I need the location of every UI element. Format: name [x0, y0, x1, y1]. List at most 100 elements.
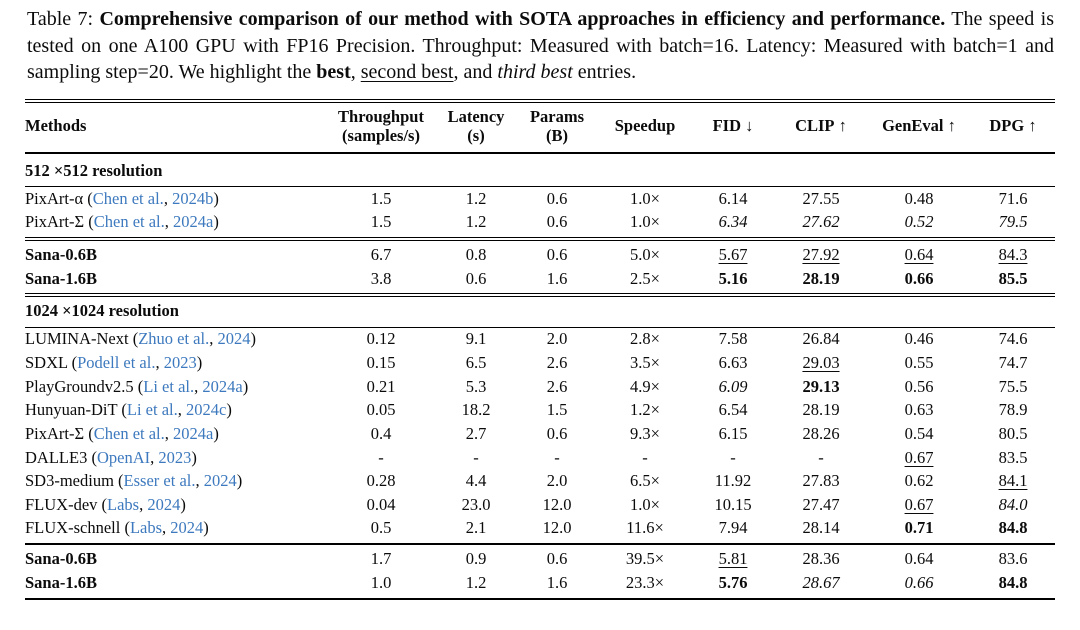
citation-year-link[interactable]: 2024: [217, 329, 251, 349]
cell-latency: 9.1: [465, 329, 487, 349]
cell-throughput: 1.5: [370, 212, 392, 232]
cell-clip: 26.84: [802, 329, 840, 349]
citation-link[interactable]: Li et al.: [126, 400, 178, 420]
cell-latency: 1.2: [465, 212, 487, 232]
method-name: PixArt-Σ (Chen et al., 2024a): [25, 212, 219, 232]
col-header-params: Params (B): [515, 98, 599, 154]
cell-fid: 11.92: [714, 471, 752, 491]
citation-link[interactable]: Chen et al.: [92, 188, 164, 208]
cell-throughput: 0.15: [366, 353, 396, 373]
cell-dpg: 75.5: [998, 376, 1028, 396]
cell-throughput: 1.0: [325, 571, 437, 601]
cell-throughput: 3.8: [370, 268, 392, 288]
cell-dpg: 84.8: [971, 571, 1055, 601]
cell-fid: 6.15: [718, 423, 748, 443]
cell-clip: 28.67: [775, 571, 867, 601]
citation-link[interactable]: Zhuo et al.: [138, 329, 210, 349]
cell-params: 0.6: [546, 188, 568, 208]
cell-clip: 27.83: [802, 471, 840, 491]
cell-geneval: 0.66: [867, 571, 971, 601]
citation-year-link[interactable]: 2024a: [202, 376, 243, 396]
citation-link[interactable]: Li et al.: [143, 376, 195, 396]
cell-fid: 5.76: [691, 571, 775, 601]
cell-dpg: 84.3: [971, 237, 1055, 268]
citation-year-link[interactable]: 2024a: [173, 423, 214, 443]
caption-segment: second best: [360, 61, 454, 84]
cell-dpg: 74.7: [998, 353, 1028, 373]
citation-year-link[interactable]: 2024: [147, 494, 181, 514]
cell-speedup: 5.0×: [599, 237, 691, 268]
method-name: Sana-1.6B: [25, 268, 97, 288]
cell-throughput: 0.5: [370, 518, 392, 538]
cell-speedup: 1.2×: [630, 400, 660, 420]
cell-clip: 28.19: [802, 268, 840, 288]
citation-year-link[interactable]: 2023: [158, 447, 192, 467]
citation-link[interactable]: Labs: [129, 518, 163, 538]
col-header-sublabel: (B): [546, 125, 568, 145]
table-row: SDXL (Podell et al., 2023) 0.15 6.5 2.6 3.5×…: [25, 352, 1055, 376]
comparison-table: Methods Throughput (samples/s) Latency (s) Pa…: [25, 98, 1055, 601]
cell-speedup: 3.5×: [630, 353, 660, 373]
cell-speedup: 23.3×: [599, 571, 691, 601]
cell-speedup: 6.5×: [630, 471, 660, 491]
cell-latency: 1.2: [465, 188, 487, 208]
cell-geneval: 0.63: [904, 400, 934, 420]
cell-clip: 28.26: [802, 423, 840, 443]
cell-latency: 2.7: [465, 423, 487, 443]
citation-link[interactable]: OpenAI: [96, 447, 151, 467]
method-name: PixArt-α (Chen et al., 2024b): [25, 188, 219, 208]
method-name: Sana-1.6B: [25, 571, 325, 601]
cell-dpg: 83.5: [998, 447, 1028, 467]
cell-throughput: 0.28: [366, 471, 396, 491]
cell-speedup: 1.0×: [630, 188, 660, 208]
cell-fid: 6.34: [718, 212, 748, 232]
col-header-label: DPG: [989, 116, 1025, 136]
cell-fid: 6.14: [718, 188, 748, 208]
table-header: Methods Throughput (samples/s) Latency (s) Pa…: [25, 98, 1055, 154]
cell-fid: 6.54: [718, 400, 748, 420]
citation-link[interactable]: Esser et al.: [123, 471, 196, 491]
col-header-geneval: GenEval ↑: [867, 98, 971, 154]
cell-params: 0.6: [546, 423, 568, 443]
cell-latency: -: [473, 447, 479, 467]
cell-speedup: -: [642, 447, 648, 467]
cell-params: 1.5: [546, 400, 568, 420]
caption-segment: , and: [453, 61, 498, 84]
citation-year-link[interactable]: 2024: [170, 518, 204, 538]
cell-speedup: 1.0×: [630, 212, 660, 232]
cell-speedup: 9.3×: [630, 423, 660, 443]
citation-link[interactable]: Podell et al.: [77, 353, 156, 373]
cell-throughput: 0.04: [366, 494, 396, 514]
citation-year-link[interactable]: 2024a: [173, 212, 214, 232]
citation-link[interactable]: Chen et al.: [93, 423, 165, 443]
cell-clip: 27.47: [802, 494, 840, 514]
citation-year-link[interactable]: 2024c: [186, 400, 227, 420]
col-header-label: Latency: [447, 106, 505, 126]
cell-clip: -: [818, 447, 824, 467]
cell-geneval: 0.56: [904, 376, 934, 396]
cell-dpg: 71.6: [998, 188, 1028, 208]
cell-throughput: 0.12: [366, 329, 396, 349]
cell-fid: 5.67: [691, 237, 775, 268]
cell-dpg: 83.6: [971, 543, 1055, 572]
citation-year-link[interactable]: 2023: [163, 353, 197, 373]
cell-params: 2.0: [546, 471, 568, 491]
citation-year-link[interactable]: 2024: [203, 471, 237, 491]
cell-speedup: 2.5×: [630, 268, 660, 288]
cell-params: 2.6: [546, 376, 568, 396]
cell-fid: 6.63: [718, 353, 748, 373]
cell-speedup: 2.8×: [630, 329, 660, 349]
citation-link[interactable]: Chen et al.: [93, 212, 165, 232]
cell-clip: 29.03: [802, 353, 840, 373]
caption-segment: The speed is tested on one A100 GPU with…: [27, 8, 1054, 84]
col-header-label: Methods: [25, 116, 87, 136]
cell-geneval: 0.46: [904, 329, 934, 349]
col-header-sublabel: (s): [467, 125, 485, 145]
cell-throughput: 1.7: [325, 543, 437, 572]
cell-geneval: 0.62: [904, 471, 934, 491]
caption-segment: ,: [350, 61, 361, 84]
col-header-latency: Latency (s): [437, 98, 515, 154]
col-header-label: Speedup: [614, 116, 676, 136]
citation-year-link[interactable]: 2024b: [172, 188, 214, 208]
citation-link[interactable]: Labs: [107, 494, 140, 514]
